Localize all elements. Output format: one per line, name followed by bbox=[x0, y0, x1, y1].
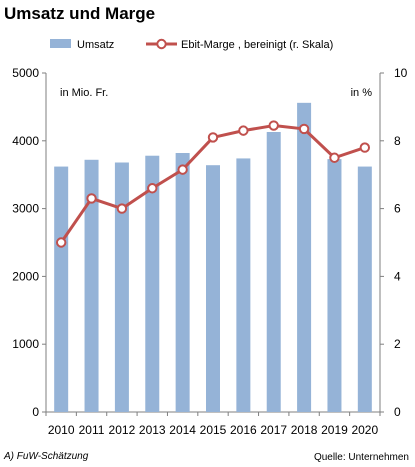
x-tick-label: 2019 bbox=[321, 423, 348, 437]
x-tick-label: 2012 bbox=[109, 423, 136, 437]
legend-label: Umsatz bbox=[77, 39, 114, 51]
right-unit-label: in % bbox=[351, 87, 373, 99]
right-tick-label: 8 bbox=[394, 134, 401, 148]
right-tick-label: 10 bbox=[394, 66, 408, 80]
x-tick-label: 2011 bbox=[79, 423, 105, 437]
right-tick-label: 0 bbox=[394, 405, 401, 419]
legend-label: Ebit-Marge , bereinigt (r. Skala) bbox=[181, 39, 333, 51]
bar bbox=[236, 158, 250, 412]
left-tick-label: 0 bbox=[32, 405, 39, 419]
right-tick-label: 4 bbox=[394, 269, 401, 283]
line-point bbox=[57, 238, 65, 246]
x-tick-label: 2016 bbox=[230, 423, 257, 437]
line-point bbox=[178, 165, 186, 173]
bar bbox=[327, 159, 341, 412]
left-tick-label: 3000 bbox=[12, 202, 39, 216]
left-tick-label: 1000 bbox=[12, 337, 39, 351]
bar bbox=[176, 153, 190, 412]
bar bbox=[115, 162, 129, 412]
line-point bbox=[239, 126, 247, 134]
line-point bbox=[300, 125, 308, 133]
x-tick-label: 2015 bbox=[200, 423, 227, 437]
legend-swatch-bar bbox=[50, 39, 71, 48]
left-tick-label: 4000 bbox=[12, 134, 39, 148]
left-unit-label: in Mio. Fr. bbox=[60, 87, 108, 99]
line-point bbox=[209, 133, 217, 141]
bar bbox=[54, 167, 68, 412]
bar bbox=[267, 132, 281, 412]
line-point bbox=[361, 143, 369, 151]
line-point bbox=[270, 121, 278, 129]
x-tick-label: 2018 bbox=[291, 423, 318, 437]
bar bbox=[206, 165, 220, 412]
right-tick-label: 2 bbox=[394, 337, 401, 351]
x-tick-label: 2010 bbox=[48, 423, 75, 437]
x-tick-label: 2014 bbox=[169, 423, 196, 437]
x-tick-label: 2013 bbox=[139, 423, 166, 437]
bar bbox=[358, 167, 372, 412]
footnote: A) FuW-Schätzung bbox=[4, 451, 88, 462]
source-note: Quelle: Unternehmen bbox=[314, 452, 409, 463]
bar bbox=[297, 103, 311, 412]
bar bbox=[145, 156, 159, 412]
line-point bbox=[87, 194, 95, 202]
x-tick-label: 2017 bbox=[260, 423, 287, 437]
left-tick-label: 5000 bbox=[12, 66, 39, 80]
legend-swatch-marker bbox=[157, 40, 165, 48]
legend: Umsatz Ebit-Marge , bereinigt (r. Skala) bbox=[50, 39, 333, 51]
line-point bbox=[330, 154, 338, 162]
right-tick-label: 6 bbox=[394, 202, 401, 216]
line-point bbox=[118, 204, 126, 212]
left-tick-label: 2000 bbox=[12, 269, 39, 283]
x-tick-label: 2020 bbox=[351, 423, 378, 437]
line-point bbox=[148, 184, 156, 192]
